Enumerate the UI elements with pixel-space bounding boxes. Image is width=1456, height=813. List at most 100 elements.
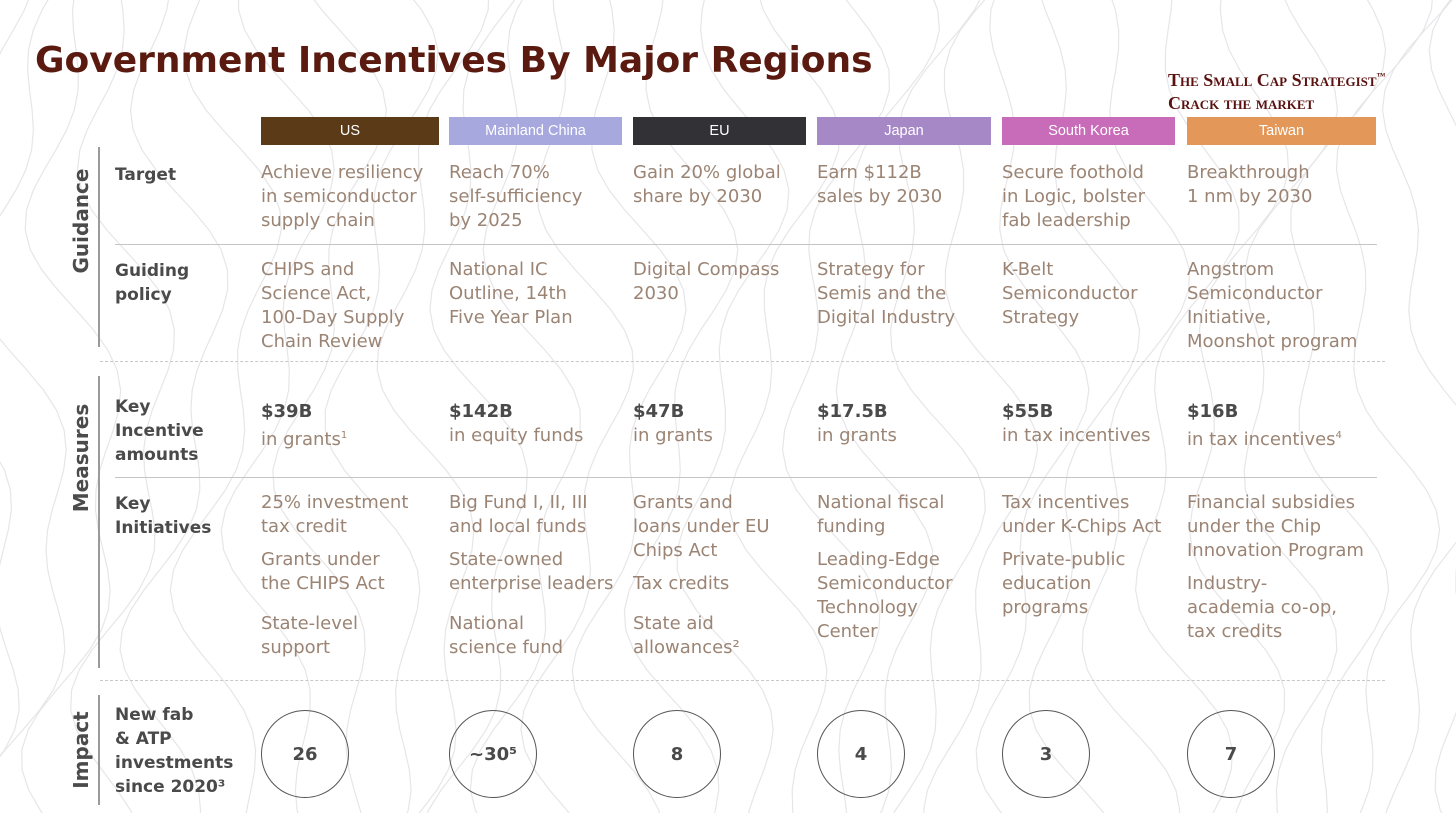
initiative-line: Financial subsidies bbox=[1187, 492, 1356, 513]
target-cell-mainland-china: Reach 70% self-sufficiency by 2025 bbox=[449, 161, 582, 233]
initiative-line: tax credits bbox=[1187, 621, 1283, 642]
initiative-line: National bbox=[449, 613, 525, 634]
policy-line: Outline, 14th bbox=[449, 283, 567, 304]
initiative-line: Big Fund I, II, III bbox=[449, 492, 588, 513]
initiative-line: under K-Chips Act bbox=[1002, 516, 1162, 537]
policy-line: National IC bbox=[449, 259, 548, 280]
incentive-type: in grants1 bbox=[261, 424, 347, 452]
contour-line bbox=[169, 0, 282, 813]
section-divider bbox=[100, 680, 1385, 681]
row-label-line: Key bbox=[115, 494, 151, 514]
target-cell-us: Achieve resiliency in semiconductor supply… bbox=[261, 161, 423, 233]
row-label-line: Key bbox=[115, 397, 151, 417]
target-line: supply chain bbox=[261, 210, 375, 231]
initiative-line: 25% investment bbox=[261, 492, 409, 513]
target-cell-taiwan: Breakthrough 1 nm by 2030 bbox=[1187, 161, 1312, 209]
initiative-line: Innovation Program bbox=[1187, 540, 1364, 561]
initiative-line: Semiconductor bbox=[817, 573, 953, 594]
initiative-line: academia co-op, bbox=[1187, 597, 1337, 618]
policy-line: Science Act, bbox=[261, 283, 372, 304]
impact-circle-us: 26 bbox=[261, 710, 349, 798]
contour-line bbox=[1381, 0, 1456, 813]
row-label-line: policy bbox=[115, 285, 172, 305]
incentive-type-text: in tax incentives bbox=[1187, 429, 1336, 450]
policy-line: Chain Review bbox=[261, 331, 383, 352]
policy-line: Initiative, bbox=[1187, 307, 1272, 328]
incentive-cell-taiwan: $16B in tax incentives4 bbox=[1187, 400, 1342, 452]
initiative-line: science fund bbox=[449, 637, 564, 658]
contour-line bbox=[21, 0, 122, 813]
policy-line: Strategy for bbox=[817, 259, 925, 280]
policy-line: Angstrom bbox=[1187, 259, 1275, 280]
policy-cell-us: CHIPS and Science Act, 100-Day Supply Chain… bbox=[261, 258, 404, 354]
initiative-line: loans under EU bbox=[633, 516, 770, 537]
row-label-impact: New fab & ATP investments since 2020³ bbox=[115, 703, 233, 799]
row-label-key-incentive: Key Incentive amounts bbox=[115, 395, 204, 467]
policy-cell-south-korea: K-Belt Semiconductor Strategy bbox=[1002, 258, 1138, 330]
policy-line: 100-Day Supply bbox=[261, 307, 405, 328]
initiative-line: and local funds bbox=[449, 516, 587, 537]
initiative-line: under the Chip bbox=[1187, 516, 1322, 537]
initiative-line: Chips Act bbox=[633, 540, 718, 561]
footnote-mark: 4 bbox=[1335, 430, 1342, 441]
initiative-line: Grants under bbox=[261, 549, 380, 570]
incentive-type: in equity funds bbox=[449, 424, 583, 448]
incentive-amount: $16B bbox=[1187, 401, 1239, 422]
initiative-line: Tax incentives bbox=[1002, 492, 1130, 513]
initiative-line: enterprise leaders bbox=[449, 573, 614, 594]
policy-cell-taiwan: Angstrom Semiconductor Initiative, Moonshot… bbox=[1187, 258, 1357, 354]
incentive-type-text: in grants bbox=[633, 425, 713, 446]
target-line: Gain 20% global bbox=[633, 162, 781, 183]
incentive-cell-south-korea: $55B in tax incentives bbox=[1002, 400, 1151, 448]
incentive-type: in tax incentives4 bbox=[1187, 424, 1342, 452]
contour-line bbox=[0, 0, 67, 758]
incentive-cell-us: $39B in grants1 bbox=[261, 400, 347, 452]
incentive-type: in tax incentives bbox=[1002, 424, 1151, 448]
target-line: share by 2030 bbox=[633, 186, 763, 207]
target-cell-south-korea: Secure foothold in Logic, bolster fab lead… bbox=[1002, 161, 1145, 233]
policy-line: CHIPS and bbox=[261, 259, 355, 280]
initiative-line: State aid bbox=[633, 613, 714, 634]
incentive-type-text: in equity funds bbox=[449, 425, 584, 446]
row-label-line: Guiding bbox=[115, 261, 190, 281]
target-cell-japan: Earn $112B sales by 2030 bbox=[817, 161, 942, 209]
policy-line: Semis and the bbox=[817, 283, 947, 304]
brand-name: The Small Cap Strategist bbox=[1168, 70, 1377, 90]
incentive-amount: $47B bbox=[633, 401, 685, 422]
page-title: Government Incentives By Major Regions bbox=[35, 40, 873, 81]
policy-line: Five Year Plan bbox=[449, 307, 573, 328]
guidance-bar bbox=[98, 147, 100, 347]
target-line: in Logic, bolster bbox=[1002, 186, 1145, 207]
policy-line: Moonshot program bbox=[1187, 331, 1358, 352]
row-label-line: Initiatives bbox=[115, 518, 212, 538]
trademark-mark: ™ bbox=[1376, 71, 1386, 81]
incentive-cell-eu: $47B in grants bbox=[633, 400, 713, 448]
measures-bar bbox=[98, 376, 100, 668]
initiatives-cell-us: 25% investment tax credit Grants under the … bbox=[261, 491, 408, 660]
incentive-cell-mainland-china: $142B in equity funds bbox=[449, 400, 583, 448]
section-divider bbox=[100, 361, 1385, 362]
region-header-us: US bbox=[261, 117, 439, 145]
initiative-line: education bbox=[1002, 573, 1092, 594]
contour-line bbox=[0, 0, 29, 758]
policy-cell-eu: Digital Compass 2030 bbox=[633, 258, 779, 306]
initiative-line: Leading-Edge bbox=[817, 549, 940, 570]
incentive-type-text: in grants bbox=[817, 425, 897, 446]
initiative-line: Industry- bbox=[1187, 573, 1268, 594]
row-label-line: since 2020³ bbox=[115, 777, 226, 797]
impact-circle-taiwan: 7 bbox=[1187, 710, 1275, 798]
row-label-target: Target bbox=[115, 165, 177, 185]
row-label-line: New fab bbox=[115, 705, 194, 725]
target-line: 1 nm by 2030 bbox=[1187, 186, 1313, 207]
incentive-type: in grants bbox=[817, 424, 897, 448]
section-measures: Measures bbox=[69, 403, 93, 513]
contour-line bbox=[1428, 0, 1456, 813]
initiative-line: State-owned bbox=[449, 549, 564, 570]
target-line: Achieve resiliency bbox=[261, 162, 424, 183]
brand-tagline: Crack the market bbox=[1168, 93, 1315, 113]
row-label-line: & ATP bbox=[115, 729, 172, 749]
incentive-amount: $39B bbox=[261, 401, 313, 422]
region-header-south-korea: South Korea bbox=[1002, 117, 1175, 145]
target-line: in semiconductor bbox=[261, 186, 417, 207]
impact-bar bbox=[98, 695, 100, 805]
